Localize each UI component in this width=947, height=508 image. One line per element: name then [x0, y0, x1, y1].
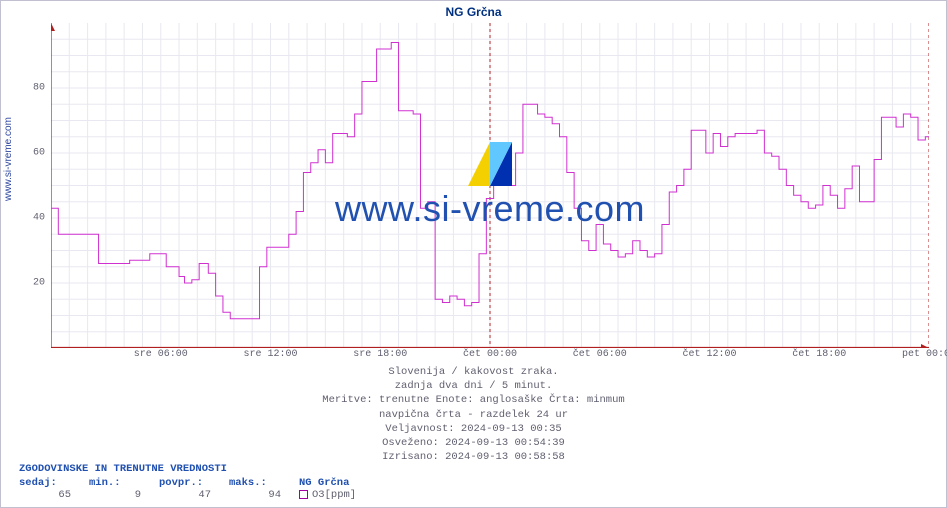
history-value-row: 6594794 O3[ppm] [19, 489, 369, 501]
history-header: sedaj: [19, 477, 89, 489]
chart-container: www.si-vreme.com NG Grčna 20406080 www.s… [0, 0, 947, 508]
plot-svg [51, 23, 929, 348]
x-tick-label: sre 12:00 [243, 349, 297, 360]
legend-entry: O3[ppm] [299, 489, 369, 501]
x-tick-label: sre 06:00 [134, 349, 188, 360]
meta-line: zadnja dva dni / 5 minut. [1, 379, 946, 393]
history-block: ZGODOVINSKE IN TRENUTNE VREDNOSTI sedaj:… [19, 463, 369, 501]
legend-label: O3[ppm] [312, 489, 356, 501]
y-tick-label: 60 [33, 148, 45, 159]
meta-line: Veljavnost: 2024-09-13 00:35 [1, 422, 946, 436]
x-tick-label: pet 00:00 [902, 349, 947, 360]
chart-title: NG Grčna [1, 5, 946, 19]
legend-swatch-icon [299, 490, 308, 499]
x-tick-row: sre 06:00 sre 12:00 sre 18:00 čet 00:00 čet … [51, 349, 929, 363]
meta-line: Meritve: trenutne Enote: anglosaške Črta… [1, 393, 946, 407]
history-header: maks.: [229, 477, 299, 489]
y-tick-label: 80 [33, 83, 45, 94]
y-tick-label: 40 [33, 213, 45, 224]
plot-area: 20406080 [51, 23, 929, 348]
history-title: ZGODOVINSKE IN TRENUTNE VREDNOSTI [19, 463, 369, 475]
history-value: 47 [159, 489, 229, 501]
meta-line: Osveženo: 2024-09-13 00:54:39 [1, 436, 946, 450]
x-tick-label: čet 00:00 [463, 349, 517, 360]
meta-block: Slovenija / kakovost zraka.zadnja dva dn… [1, 365, 946, 464]
history-value: 94 [229, 489, 299, 501]
history-value: 65 [19, 489, 89, 501]
history-header-row: sedaj:min.:povpr.:maks.:NG Grčna [19, 477, 369, 489]
history-header: min.: [89, 477, 159, 489]
x-tick-label: sre 18:00 [353, 349, 407, 360]
x-tick-label: čet 12:00 [682, 349, 736, 360]
station-header: NG Grčna [299, 477, 369, 489]
meta-line: Slovenija / kakovost zraka. [1, 365, 946, 379]
history-value: 9 [89, 489, 159, 501]
meta-line: navpična črta - razdelek 24 ur [1, 408, 946, 422]
x-tick-label: čet 18:00 [792, 349, 846, 360]
x-tick-label: čet 06:00 [573, 349, 627, 360]
history-header: povpr.: [159, 477, 229, 489]
y-axis-label: www.si-vreme.com [3, 117, 14, 201]
y-tick-label: 20 [33, 278, 45, 289]
